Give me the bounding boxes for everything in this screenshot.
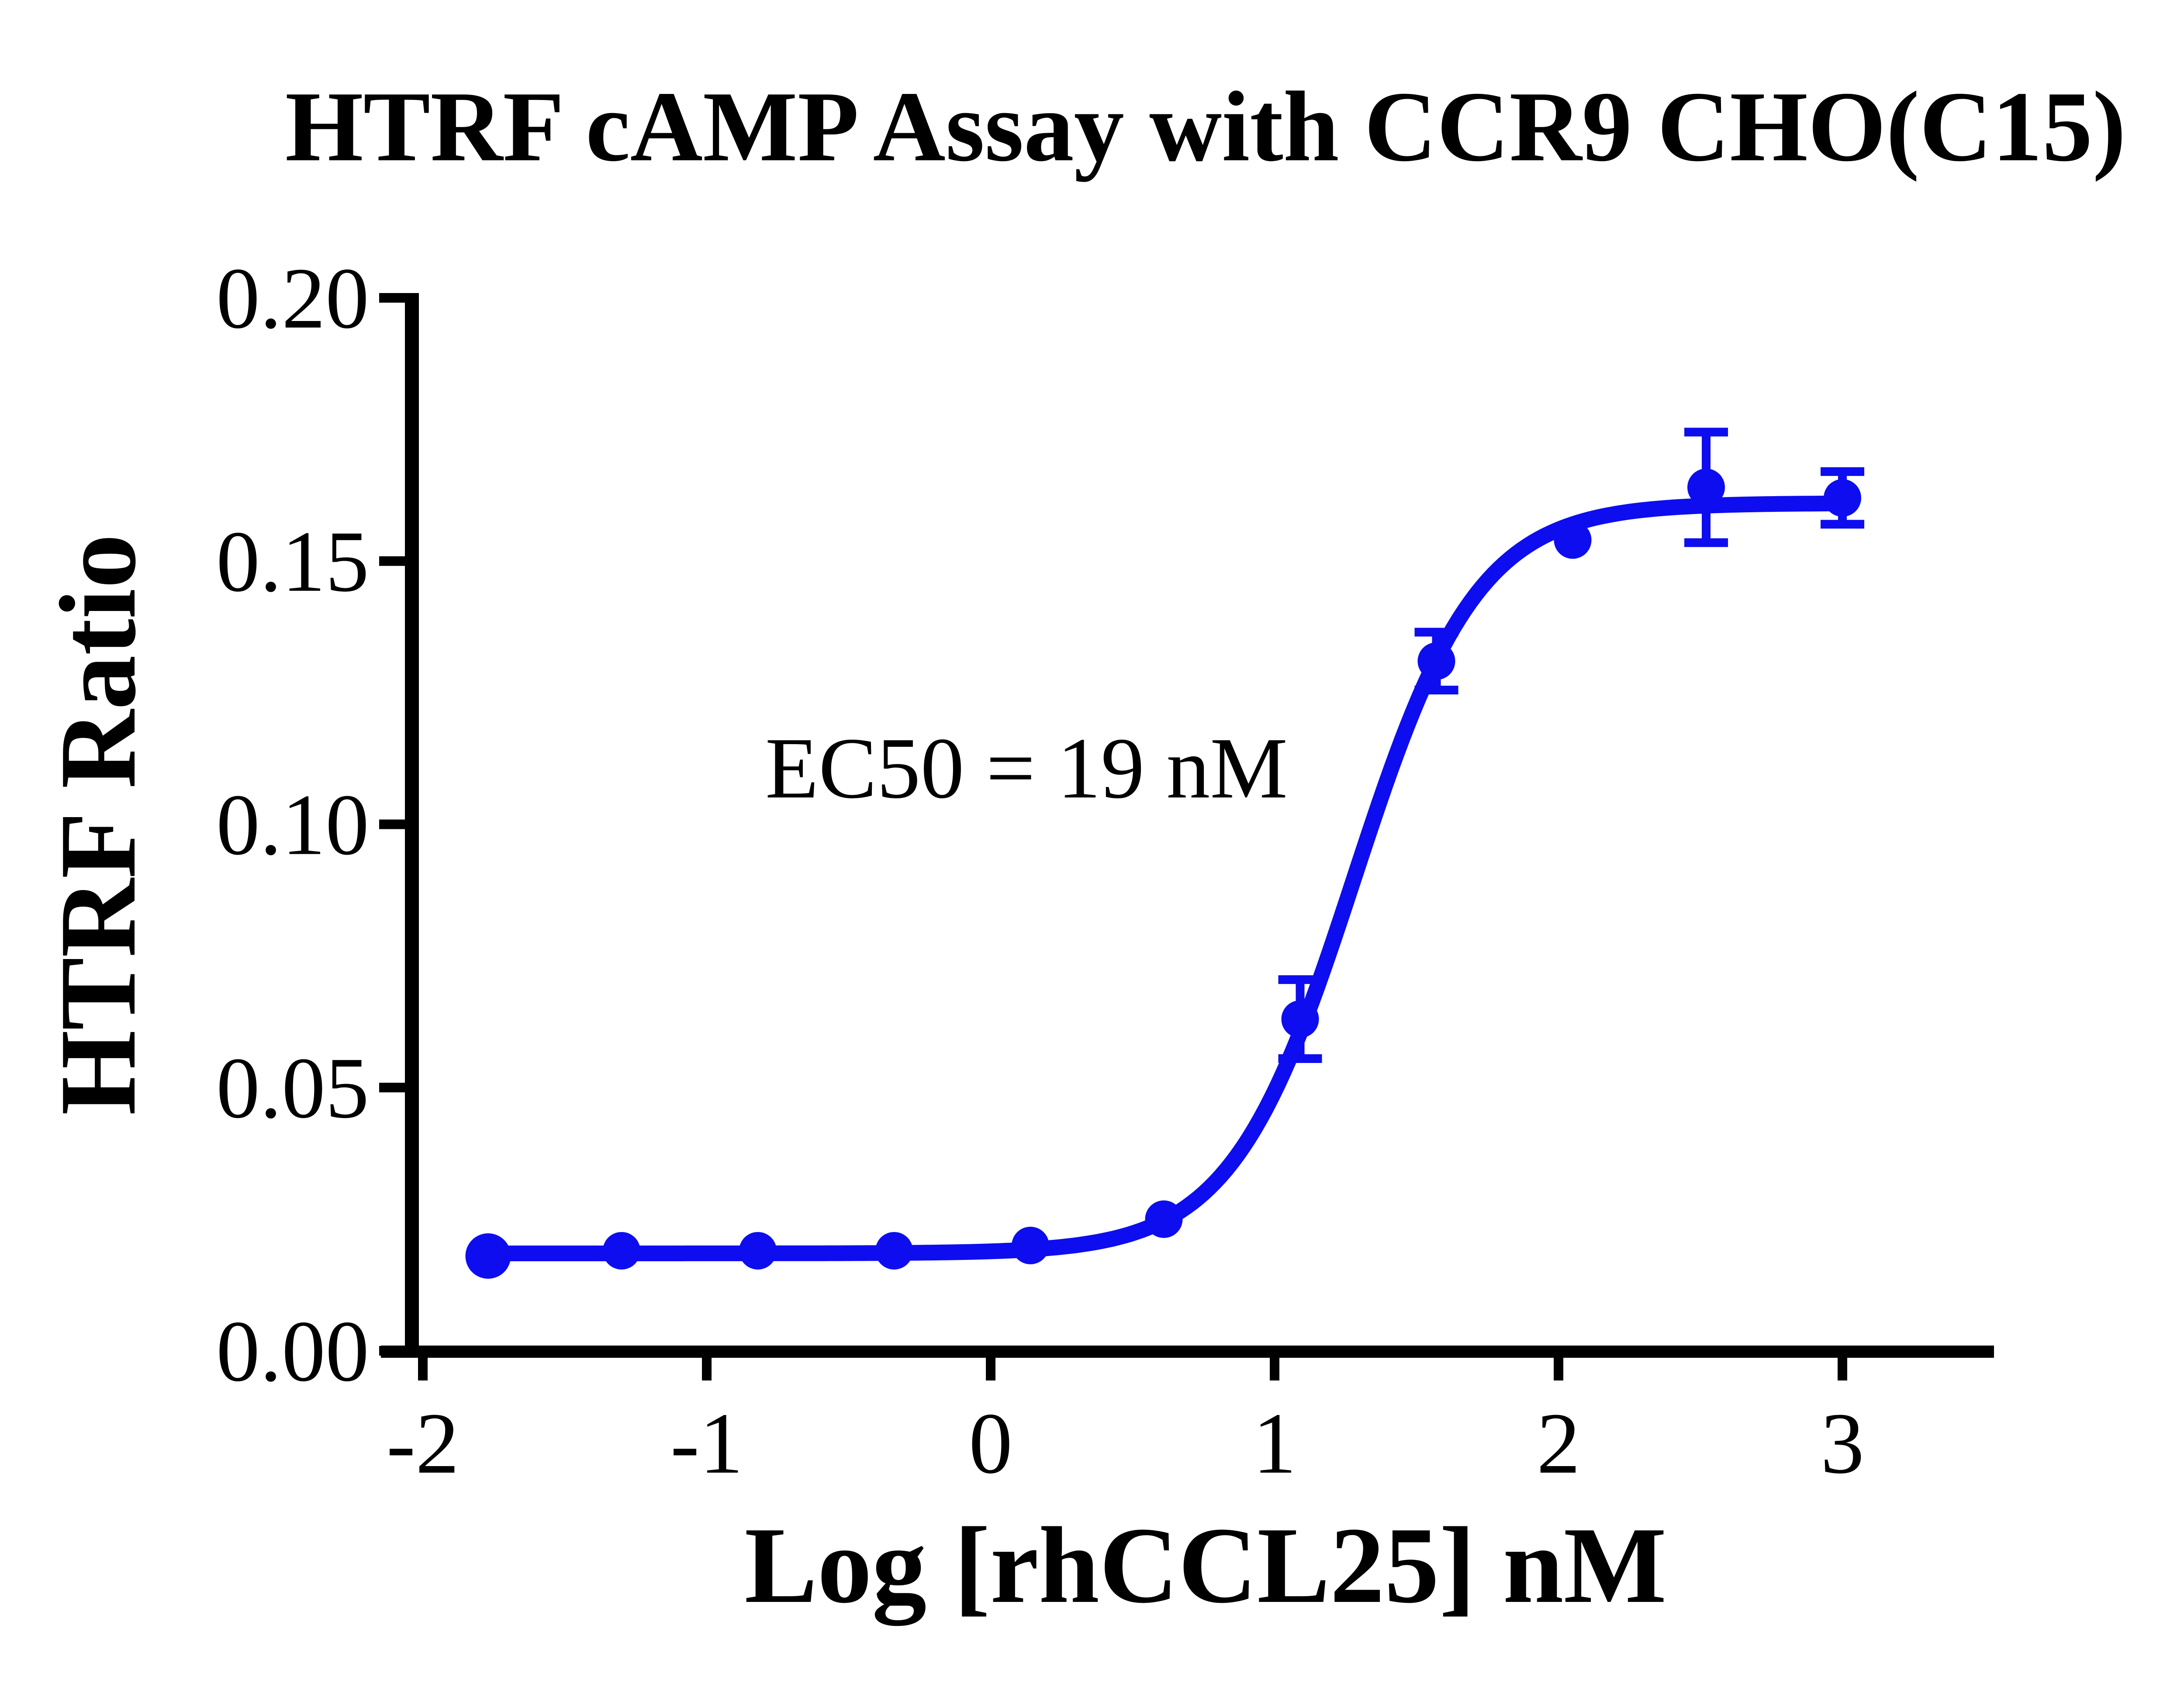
y-tick-label: 0.00 (216, 1303, 369, 1400)
data-point (1687, 468, 1725, 506)
y-tick-label: 0.10 (216, 777, 369, 873)
x-tick (986, 1358, 995, 1380)
x-axis-line (381, 1346, 1994, 1358)
y-tick-label: 0.05 (216, 1040, 369, 1136)
y-tick (379, 1346, 406, 1356)
data-point (603, 1232, 640, 1270)
x-tick-label: -2 (387, 1395, 460, 1492)
y-tick-labels: 0.00 0.05 0.10 0.15 0.20 (216, 250, 369, 1400)
y-tick (379, 819, 406, 829)
x-tick-label: 1 (1253, 1395, 1296, 1492)
data-point (1554, 521, 1592, 559)
x-tick (1838, 1358, 1847, 1380)
x-tick-label: 3 (1821, 1395, 1864, 1492)
error-bar-cap (1821, 467, 1864, 476)
x-tick-label: 0 (969, 1395, 1013, 1492)
y-tick-label: 0.20 (216, 250, 369, 347)
data-point (465, 1233, 511, 1279)
y-tick (379, 556, 406, 566)
y-tick (379, 293, 406, 303)
fit-curve (480, 495, 1848, 1261)
x-tick-label: -1 (670, 1395, 743, 1492)
data-point (1012, 1226, 1049, 1264)
x-tick-marks (418, 1358, 1847, 1380)
data-point (1824, 479, 1861, 517)
chart-title: HTRF cAMP Assay with CCR9 CHO(C15) (285, 71, 2126, 182)
data-point (739, 1232, 777, 1270)
ec50-annotation: EC50 = 19 nM (765, 720, 1288, 817)
x-tick (418, 1358, 428, 1380)
error-bar-cap (1821, 520, 1864, 529)
data-points (465, 468, 1861, 1279)
y-tick-label: 0.15 (216, 514, 369, 610)
x-axis-title: Log [rhCCL25] nM (744, 1505, 1667, 1626)
data-point (1145, 1200, 1183, 1238)
data-point (875, 1232, 913, 1270)
y-axis-line (405, 293, 419, 1358)
axes (381, 293, 1994, 1358)
x-tick (1554, 1358, 1563, 1380)
x-tick (702, 1358, 712, 1380)
error-bar-cap (1684, 538, 1728, 547)
x-tick (1270, 1358, 1279, 1380)
sigmoid-curve (480, 495, 1848, 1261)
error-bar-cap (1684, 428, 1728, 437)
x-tick-label: 2 (1537, 1395, 1580, 1492)
data-point (1281, 1000, 1319, 1038)
y-tick-marks (379, 293, 406, 1356)
x-tick-labels: -2 -1 0 1 2 3 (387, 1395, 1864, 1492)
y-tick (379, 1083, 406, 1093)
data-point (1417, 642, 1455, 680)
